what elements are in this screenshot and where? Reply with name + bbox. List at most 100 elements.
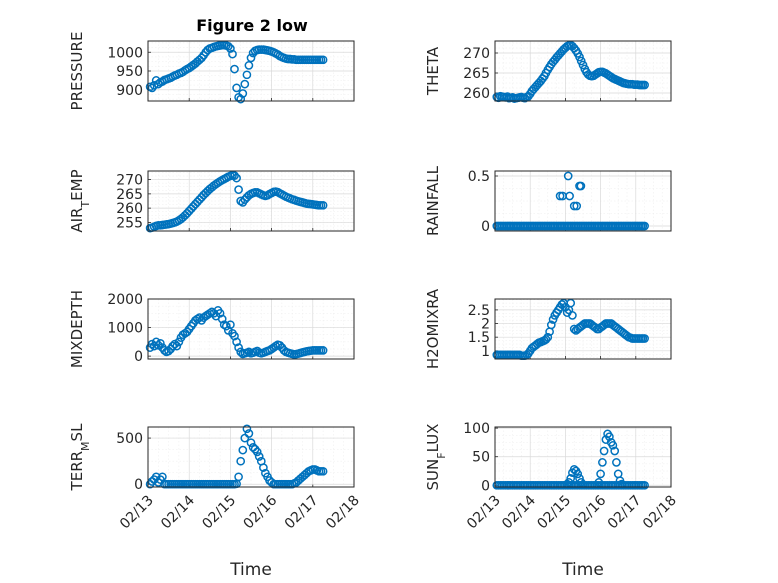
data-point — [608, 440, 618, 450]
x-tick-label: 02/14 — [158, 492, 198, 532]
data-point — [259, 463, 268, 472]
data-point — [172, 341, 182, 351]
data-point — [217, 314, 227, 324]
data-point — [599, 446, 609, 456]
data-point — [568, 311, 577, 320]
data-point — [252, 447, 262, 457]
x-tick-label: 02/16 — [241, 492, 281, 532]
data-point — [234, 472, 243, 482]
y-tick-label: 900 — [116, 83, 143, 99]
data-point — [232, 337, 241, 347]
subplot-3-series — [145, 170, 328, 233]
y-tick-label: 1.5 — [468, 330, 490, 346]
y-tick-label: 0 — [134, 477, 143, 493]
subplot-8-ylabel-sub: F — [435, 452, 448, 458]
data-point — [605, 432, 614, 442]
data-point — [223, 41, 233, 51]
subplot-8-axes-box — [494, 426, 672, 488]
data-point — [240, 79, 250, 89]
subplot-3-ylabel-rest: EMP — [68, 169, 86, 200]
data-point — [596, 469, 605, 479]
data-point — [244, 61, 254, 70]
data-point — [236, 94, 246, 104]
data-point — [244, 429, 254, 438]
subplot-7-ylabel-rest: SL — [68, 423, 86, 442]
y-tick-label: 0.5 — [468, 169, 490, 185]
data-point — [226, 44, 235, 53]
subplot-7-series — [145, 424, 328, 489]
data-point — [318, 346, 328, 355]
data-point — [156, 338, 165, 348]
subplot-7-axes-box — [147, 426, 355, 488]
y-tick-label: 500 — [116, 431, 143, 447]
data-point — [318, 200, 328, 210]
data-point — [318, 466, 328, 476]
subplot-1-axes-box — [147, 40, 355, 102]
y-tick-label: 1000 — [107, 45, 143, 61]
subplot-7-ylabel: TERRMSL — [68, 423, 92, 492]
x-tick-label: 02/17 — [282, 493, 322, 533]
subplot-6-axes: 11.522.5 H2OMIXRA — [424, 288, 672, 369]
data-point — [228, 49, 237, 59]
data-point — [543, 332, 553, 342]
subplot-2-axes-box — [494, 40, 672, 102]
subplot-2-ylabel: THETA — [424, 46, 442, 96]
subplot-1-ylabel: PRESSURE — [68, 32, 86, 111]
data-point — [236, 456, 246, 466]
y-tick-label: 1 — [481, 344, 490, 360]
subplot-8-ylabel: SUNFLUX — [424, 424, 448, 491]
x-tick-label: 02/17 — [605, 493, 645, 533]
data-point — [160, 346, 169, 355]
subplot-7-xlabel: Time — [229, 560, 272, 580]
subplot-8-ylabel-main: SUN — [424, 459, 442, 491]
data-point — [238, 89, 248, 98]
y-tick-label: 1000 — [107, 321, 143, 337]
data-point — [617, 479, 627, 489]
subplot-4-series — [492, 171, 649, 231]
y-tick-label: 950 — [116, 64, 143, 80]
subplot-1-axes: 900 950 1000 PRESSURE — [68, 32, 355, 111]
data-point — [174, 337, 184, 347]
subplot-3-ylabel-main: AIR — [68, 208, 86, 233]
subplot-8-ylabel-rest: LUX — [424, 424, 442, 453]
data-point — [565, 191, 574, 201]
x-tick-label: 02/18 — [323, 493, 363, 533]
data-point — [572, 201, 582, 211]
y-tick-label: 260 — [116, 201, 143, 217]
x-tick-label: 02/14 — [499, 492, 539, 532]
data-point — [640, 334, 649, 343]
subplot-7-ylabel-sub: M — [79, 441, 92, 451]
subplot-7-axes: 02/13 02/14 02/15 02/16 02/17 02/18 0 500 TERRMS… — [68, 423, 363, 580]
x-tick-label: 02/13 — [117, 493, 157, 533]
subplot-5-axes: 0 1000 2000 MIXDEPTH — [68, 290, 355, 368]
data-point — [578, 60, 588, 70]
data-point — [573, 469, 583, 479]
data-point — [242, 424, 252, 434]
data-point — [548, 315, 558, 324]
y-tick-label: 0 — [481, 478, 490, 494]
subplot-3-axes-box — [147, 170, 355, 232]
y-tick-label: 270 — [463, 46, 490, 62]
data-point — [254, 452, 264, 461]
data-point — [564, 478, 574, 487]
data-point — [610, 446, 620, 456]
data-point — [232, 173, 241, 183]
y-tick-label: 0 — [134, 349, 143, 365]
data-point — [598, 458, 607, 467]
data-point — [576, 181, 586, 191]
data-point — [566, 474, 576, 483]
data-point — [575, 474, 584, 483]
subplot-7-ylabel-main: TERR — [68, 451, 86, 492]
data-point — [555, 191, 565, 201]
data-point — [569, 201, 579, 211]
subplot-3-ylabel: AIRTEMP — [68, 169, 92, 232]
data-point — [242, 70, 252, 80]
x-tick-label: 02/16 — [570, 492, 610, 532]
data-point — [576, 478, 586, 487]
data-point — [246, 438, 256, 448]
subplot-6-axes-box — [494, 298, 672, 360]
subplot-2-axes: 260 265 270 THETA — [424, 40, 672, 103]
